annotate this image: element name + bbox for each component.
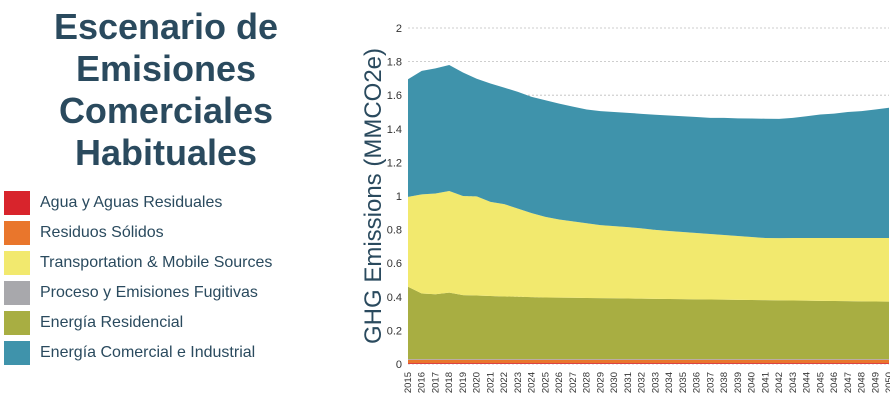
y-tick-label: 0.8	[387, 225, 402, 237]
legend-label: Energía Residencial	[40, 314, 184, 331]
legend-label: Energía Comercial e Industrial	[40, 344, 256, 361]
legend: Agua y Aguas Residuales Residuos Sólidos…	[4, 188, 272, 368]
x-tick-label: 2038	[719, 372, 730, 393]
x-tick-label: 2048	[857, 372, 868, 393]
x-tick-label: 2029	[595, 372, 606, 393]
legend-item-residencial: Energía Residencial	[4, 308, 272, 338]
legend-swatch	[4, 281, 30, 305]
x-tick-label: 2032	[637, 372, 648, 393]
x-tick-label: 2021	[485, 372, 496, 393]
area-series	[408, 64, 889, 364]
x-tick-label: 2035	[678, 372, 689, 393]
legend-swatch	[4, 221, 30, 245]
y-tick-label: 0.6	[387, 258, 402, 270]
x-tick-label: 2046	[829, 372, 840, 393]
x-tick-label: 2044	[802, 372, 813, 393]
x-tick-label: 2015	[403, 372, 414, 393]
x-tick-label: 2039	[733, 372, 744, 393]
y-tick-label: 1.6	[387, 90, 402, 102]
x-tick-label: 2017	[430, 372, 441, 393]
x-tick-label: 2016	[417, 372, 428, 393]
legend-swatch	[4, 311, 30, 335]
x-tick-label: 2050	[884, 372, 890, 393]
x-tick-label: 2034	[664, 372, 675, 393]
x-tick-label: 2026	[554, 372, 565, 393]
legend-label: Proceso y Emisiones Fugitivas	[40, 284, 258, 301]
legend-swatch	[4, 191, 30, 215]
y-tick-labels: 0 0.2 0.4 0.6 0.8 1 1.2 1.4 1.6 1.8 2	[387, 23, 402, 371]
x-tick-label: 2027	[568, 372, 579, 393]
y-tick-label: 2	[396, 23, 402, 35]
x-tick-label: 2030	[609, 372, 620, 393]
x-tick-label: 2047	[843, 372, 854, 393]
legend-label: Agua y Aguas Residuales	[40, 194, 223, 211]
x-tick-label: 2041	[760, 372, 771, 393]
area-proceso-y-emisiones-fugitivas	[408, 358, 889, 360]
x-tick-label: 2019	[458, 372, 469, 393]
x-tick-label: 2020	[472, 372, 483, 393]
y-axis-label: GHG Emissions (MMCO2e)	[360, 48, 387, 344]
title-line-1: Escenario de	[53, 6, 279, 47]
legend-item-transportation: Transportation & Mobile Sources	[4, 248, 272, 278]
legend-swatch	[4, 341, 30, 365]
legend-item-proceso: Proceso y Emisiones Fugitivas	[4, 278, 272, 308]
legend-item-agua: Agua y Aguas Residuales	[4, 188, 272, 218]
x-tick-label: 2031	[623, 372, 634, 393]
title-line-2: Emisiones	[75, 48, 257, 89]
legend-item-residuos: Residuos Sólidos	[4, 218, 272, 248]
x-tick-label: 2028	[582, 372, 593, 393]
x-tick-label: 2040	[747, 372, 758, 393]
area-energ-a-comercial-e-industrial	[408, 64, 889, 239]
y-tick-label: 0	[396, 359, 402, 371]
area-residuos-s-lidos	[408, 359, 889, 364]
chart-title: Escenario de Emisiones Comerciales Habit…	[0, 6, 332, 174]
y-tick-label: 1.4	[387, 124, 402, 136]
legend-label: Transportation & Mobile Sources	[40, 254, 273, 271]
y-tick-label: 1	[396, 191, 402, 203]
title-line-3: Comerciales	[58, 90, 274, 131]
x-tick-label: 2025	[540, 372, 551, 393]
x-tick-label: 2049	[870, 372, 881, 393]
x-tick-label: 2036	[692, 372, 703, 393]
x-tick-label: 2024	[527, 372, 538, 393]
title-line-4: Habituales	[74, 132, 258, 173]
y-tick-label: 1.2	[387, 157, 402, 169]
x-tick-label: 2045	[815, 372, 826, 393]
area-transportation-mobile-sources	[408, 190, 889, 302]
x-tick-label: 2022	[499, 372, 510, 393]
y-tick-label: 1.8	[387, 57, 402, 69]
legend-swatch	[4, 251, 30, 275]
area-agua-y-aguas-residuales	[408, 363, 889, 364]
x-tick-label: 2043	[788, 372, 799, 393]
x-tick-label: 2033	[650, 372, 661, 393]
y-tick-label: 0.4	[387, 292, 402, 304]
x-tick-label: 2018	[444, 372, 455, 393]
legend-item-comercial: Energía Comercial e Industrial	[4, 338, 272, 368]
x-tick-label: 2023	[513, 372, 524, 393]
legend-label: Residuos Sólidos	[40, 224, 164, 241]
x-tick-label: 2042	[774, 372, 785, 393]
y-tick-label: 0.2	[387, 325, 402, 337]
x-tick-label: 2037	[705, 372, 716, 393]
x-tick-labels: 2015 2016 2017 2018 2019 2020 2021 2022 2023 2024…	[403, 372, 890, 393]
area-energ-a-residencial	[408, 286, 889, 359]
